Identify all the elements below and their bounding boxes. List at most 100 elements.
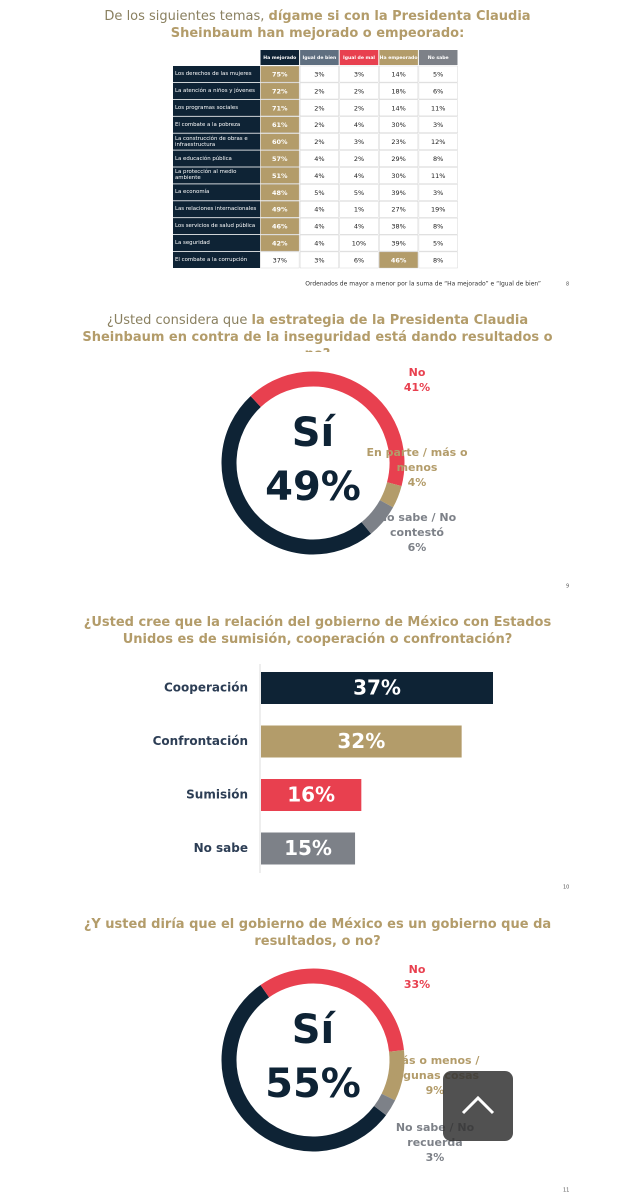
page-number: 10	[563, 885, 569, 891]
cell-value: 8%	[433, 256, 443, 264]
footnote: Ordenados de mayor a menor por la suma d…	[305, 281, 541, 288]
cell-value: 8%	[433, 155, 443, 163]
cell-value: 2%	[354, 104, 364, 112]
category-label: Confrontación	[153, 734, 248, 748]
segment-value: 41%	[403, 381, 431, 394]
cell-value: 46%	[272, 223, 288, 231]
donut-segment	[221, 985, 387, 1152]
table-cell	[339, 65, 379, 83]
segment-value: 33%	[403, 978, 431, 991]
row-label-cell	[173, 150, 260, 167]
label-box: En parte / más o menos	[366, 446, 467, 474]
table-cell	[379, 150, 419, 167]
scroll-top-button[interactable]	[443, 1071, 513, 1141]
table-cell	[299, 65, 339, 83]
cell-value: 38%	[391, 223, 405, 231]
cell-value: 4%	[354, 223, 364, 231]
label-box: Los derechos de las mujeres	[175, 71, 252, 78]
table-cell	[418, 217, 458, 235]
label-box: La seguridad	[175, 240, 210, 246]
cell-value: 10%	[352, 239, 366, 247]
segment-label: No sabe / No contestó	[377, 511, 457, 539]
label-box: El combate a la corrupción	[175, 256, 248, 263]
cell-value: 6%	[354, 256, 364, 264]
cell-value: 23%	[391, 138, 405, 146]
cell-value: 3%	[314, 70, 324, 78]
label-box: 3%	[426, 1151, 445, 1164]
header-text: Ha empeorado	[380, 55, 418, 61]
header-text: Ha mejorado	[263, 55, 296, 61]
table-cell	[379, 116, 419, 133]
segment-value: 6%	[407, 541, 427, 554]
row-label-cell	[173, 82, 260, 99]
table-cell	[339, 150, 379, 167]
row-label: Los derechos de las mujeres	[175, 71, 252, 78]
row-label: El combate a la pobreza	[175, 121, 241, 128]
table-cell	[379, 217, 419, 235]
cell-value: 30%	[391, 172, 405, 180]
cell-value: 27%	[391, 206, 405, 214]
row-label-cell	[173, 251, 260, 268]
bar-value-label: 16%	[287, 783, 335, 807]
title-part: la estrategia de la Presidenta Claudia S…	[82, 313, 553, 352]
cell-value: 4%	[354, 172, 364, 180]
table-cell	[260, 251, 300, 269]
cell-value: 3%	[433, 121, 443, 129]
row-label-cell	[173, 218, 260, 235]
table-cell	[339, 167, 379, 184]
cell-value: 12%	[431, 138, 445, 146]
cell-value: 60%	[272, 138, 288, 146]
table-cell	[299, 99, 339, 117]
table-cell	[260, 99, 300, 117]
cell-value: 30%	[391, 121, 405, 129]
title-box: ¿Usted considera que la estrategia de la…	[82, 313, 553, 352]
cell-value: 3%	[433, 189, 443, 197]
bar-value-label: 32%	[337, 729, 385, 753]
cell-value: 39%	[391, 239, 405, 247]
cell-value: 2%	[354, 155, 364, 163]
label-box: No sabe / No contestó	[377, 511, 457, 539]
header-text: Igual de bien	[303, 55, 337, 61]
label-box: 6%	[407, 541, 427, 554]
label-box: No	[408, 963, 426, 976]
cell-value: 4%	[314, 172, 324, 180]
cell-value: 1%	[354, 206, 364, 214]
row-label: Las relaciones internacionales	[175, 206, 257, 213]
cell-value: 5%	[433, 239, 443, 247]
label-box: 33%	[403, 978, 431, 991]
table-cell	[379, 184, 419, 201]
label-box: La construcción de obras e infraestructu…	[175, 135, 248, 148]
content: Ha mejorado Igual de bien Igual de mal Ha e…	[153, 50, 493, 1164]
table-cell	[299, 167, 339, 184]
table-cell	[339, 200, 379, 218]
row-label-cell	[173, 133, 260, 150]
row-label-cell	[173, 66, 260, 83]
bar	[261, 672, 493, 704]
row-label: La construcción de obras e infraestructu…	[175, 135, 248, 148]
cell-value: 39%	[391, 189, 405, 197]
table-cell	[418, 234, 458, 252]
row-label: El combate a la corrupción	[175, 256, 248, 263]
row-label: Los programas sociales	[175, 104, 239, 111]
cell-value: 37%	[273, 256, 287, 264]
label-box: No	[409, 366, 426, 379]
chevron-icon[interactable]	[461, 1095, 495, 1115]
label-box: El combate a la pobreza	[175, 121, 241, 128]
donut-segment	[250, 371, 405, 487]
table-cell	[339, 184, 379, 201]
segment-label: No	[408, 963, 426, 976]
cell-value: 8%	[433, 223, 443, 231]
center-category: Sí	[292, 410, 337, 456]
table-cell	[379, 65, 419, 83]
table-cell	[418, 251, 458, 269]
cell-value: 6%	[433, 87, 443, 95]
table-cell	[379, 251, 419, 269]
button-bg[interactable]	[443, 1071, 513, 1141]
bar-value-label: 15%	[284, 836, 332, 860]
page-number: 8	[566, 282, 569, 288]
title-box: ¿Usted cree que la relación del gobierno…	[84, 615, 551, 647]
chart-title: ¿Y usted diría que el gobierno de México…	[83, 917, 552, 949]
row-label-cell	[173, 184, 260, 201]
title-part: ¿Usted considera que	[106, 313, 252, 328]
